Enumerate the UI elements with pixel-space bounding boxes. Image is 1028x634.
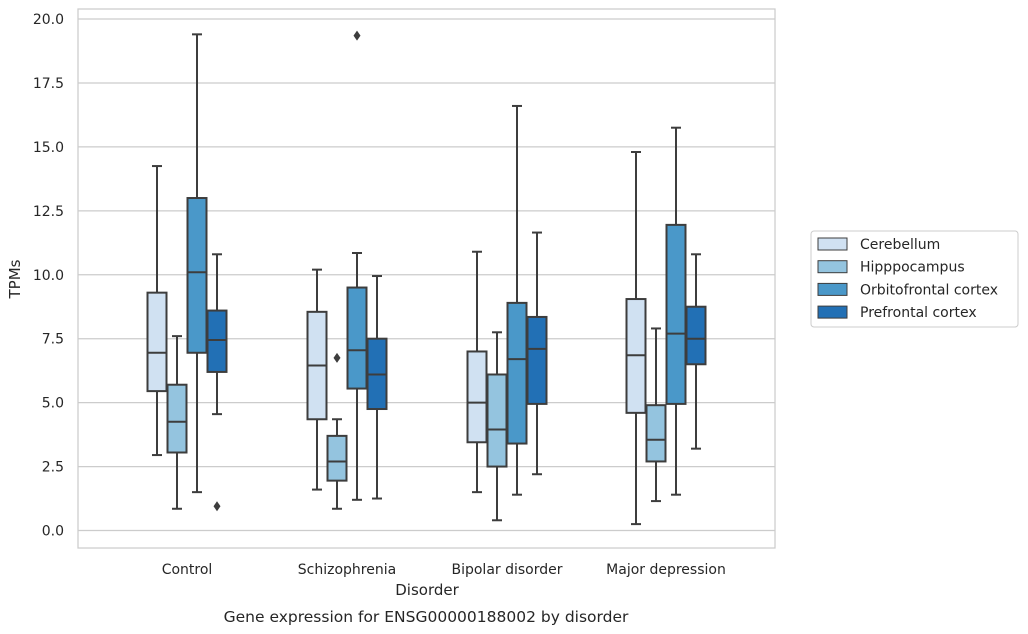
- grid-lines: [78, 18, 775, 532]
- box-cerebellum: [466, 250, 488, 494]
- box-iqr: [526, 315, 548, 405]
- y-tick-label: 0.0: [42, 524, 64, 540]
- box-cerebellum: [146, 165, 168, 457]
- legend-swatch: [817, 260, 848, 274]
- box-orbitofrontal-cortex: [665, 126, 687, 496]
- box-iqr: [326, 434, 348, 482]
- y-tick-label: 10.0: [33, 268, 64, 284]
- y-tick-label: 2.5: [42, 460, 64, 476]
- y-tick-label: 15.0: [33, 140, 64, 156]
- legend-label: Cerebellum: [860, 237, 940, 253]
- x-tick-label: Bipolar disorder: [451, 562, 562, 578]
- legend-swatch: [817, 305, 848, 319]
- outlier-marker: [333, 352, 341, 363]
- box-hipppocampus: [326, 352, 348, 510]
- box-prefrontal-cortex: [206, 253, 228, 512]
- box-prefrontal-cortex: [366, 275, 388, 500]
- y-tick-label: 7.5: [42, 332, 64, 348]
- x-tick-labels: Control Schizophrenia Bipolar disorder Majo…: [162, 562, 726, 578]
- outlier-marker: [353, 30, 361, 41]
- box-hipppocampus: [166, 335, 188, 510]
- box-cerebellum: [625, 150, 647, 526]
- box-iqr: [486, 373, 508, 468]
- boxes: [146, 30, 707, 526]
- legend-swatch: [817, 237, 848, 251]
- box-orbitofrontal-cortex: [346, 30, 368, 501]
- box-orbitofrontal-cortex: [186, 33, 208, 494]
- box-prefrontal-cortex: [685, 253, 707, 450]
- legend: Cerebellum Hipppocampus Orbitofrontal cort…: [810, 230, 1019, 328]
- box-iqr: [645, 404, 667, 463]
- box-iqr: [466, 350, 488, 444]
- legend-swatch: [817, 282, 848, 296]
- y-tick-label: 17.5: [33, 76, 64, 92]
- box-cerebellum: [306, 268, 328, 491]
- x-tick-label: Major depression: [606, 562, 726, 578]
- box-iqr: [665, 223, 687, 405]
- legend-label: Prefrontal cortex: [860, 305, 977, 321]
- y-tick-label: 5.0: [42, 396, 64, 412]
- box-iqr: [166, 383, 188, 454]
- box-iqr: [685, 305, 707, 366]
- box-iqr: [346, 286, 368, 390]
- y-tick-label: 12.5: [33, 204, 64, 220]
- chart-caption: Gene expression for ENSG00000188002 by d…: [224, 608, 629, 626]
- legend-label: Hipppocampus: [860, 260, 965, 276]
- box-hipppocampus: [645, 327, 667, 503]
- y-tick-label: 20.0: [33, 12, 64, 28]
- legend-frame: [810, 230, 1019, 328]
- box-hipppocampus: [486, 331, 508, 522]
- box-iqr: [186, 197, 208, 354]
- legend-label: Orbitofrontal cortex: [860, 282, 998, 298]
- outlier-marker: [213, 501, 221, 512]
- x-tick-label: Control: [162, 562, 213, 578]
- x-tick-label: Schizophrenia: [298, 562, 396, 578]
- x-axis-label: Disorder: [395, 581, 459, 599]
- y-tick-labels: 0.0 2.5 5.0 7.5 10.0 12.5 15.0 17.5 20.0: [33, 12, 64, 540]
- y-axis-label: TPMs: [6, 259, 24, 299]
- box-prefrontal-cortex: [526, 231, 548, 476]
- box-iqr: [506, 301, 528, 445]
- box-iqr: [206, 309, 228, 373]
- box-iqr: [146, 291, 168, 393]
